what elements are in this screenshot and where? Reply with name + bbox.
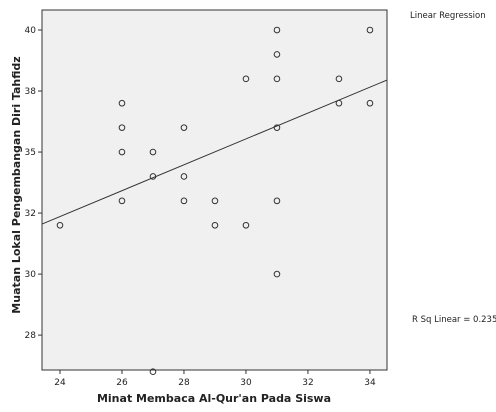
point (180, 124, 188, 131)
point (366, 26, 374, 34)
point (149, 368, 157, 376)
point (211, 221, 219, 229)
x-tick-label: 26 (116, 378, 128, 388)
point (149, 173, 157, 180)
point (180, 173, 188, 180)
annotation: R Sq Linear = 0.235 (412, 315, 496, 325)
y-tick-label: 35 (25, 148, 36, 158)
x-tick-label: 32 (302, 378, 313, 388)
y-tick-label: 30 (25, 270, 37, 280)
point (273, 197, 281, 205)
point (56, 221, 64, 229)
point (273, 51, 281, 58)
point (118, 197, 126, 205)
y-tick-label: 38 (25, 87, 37, 97)
annotation: Linear Regression (410, 11, 486, 21)
point (211, 197, 219, 205)
point (118, 99, 126, 107)
point (335, 75, 343, 83)
point (118, 148, 126, 156)
x-tick-label: 24 (54, 378, 66, 388)
point (242, 221, 250, 229)
x-tick-label: 30 (240, 378, 252, 388)
x-tick-label: 34 (364, 378, 376, 388)
point (149, 148, 157, 156)
point (242, 75, 250, 83)
point (180, 197, 188, 205)
y-tick-label: 32 (25, 209, 36, 219)
point (273, 270, 281, 278)
x-tick-label: 28 (178, 378, 190, 388)
point (273, 124, 281, 131)
point (273, 26, 281, 34)
point (366, 99, 374, 107)
point (335, 99, 343, 107)
plot-area (41, 9, 388, 371)
y-axis-title: Muatan Lokal Pengembangan Diri Tahfidz (10, 56, 23, 313)
x-axis-title: Minat Membaca Al-Qur'an Pada Siswa (97, 392, 331, 405)
point (273, 75, 281, 83)
fit-line (41, 79, 388, 225)
point (118, 124, 126, 131)
y-tick-label: 28 (25, 331, 37, 341)
y-tick-label: 40 (25, 26, 37, 36)
